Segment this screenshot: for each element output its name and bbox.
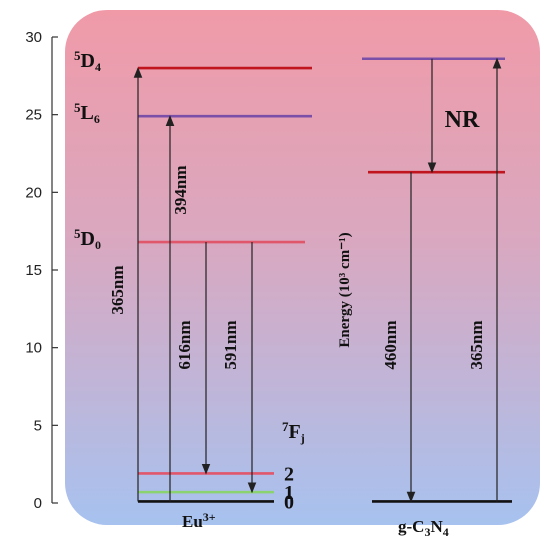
arrow-label-cn-460: 460nm xyxy=(381,320,400,369)
arrow-label-eu-365: 365nm xyxy=(108,265,127,314)
level-label-7f0: 0 xyxy=(284,491,294,513)
diagram-labels: 365nm 394nm 616nm 591nm NR 460nm 365nm 5D4 5L6 5D… xyxy=(74,48,486,539)
arrow-label-eu-394: 394nm xyxy=(171,165,190,214)
y-tick-label-20: 20 xyxy=(25,184,42,201)
arrow-label-cn-365: 365nm xyxy=(467,320,486,369)
cn-base-label: g-C3N4 xyxy=(398,517,449,539)
eu-base-label: Eu3+ xyxy=(182,510,216,531)
y-axis-ticks: 0 5 10 15 20 25 30 xyxy=(25,29,58,512)
arrow-label-nr: NR xyxy=(445,107,480,133)
level-label-7f2: 2 xyxy=(284,463,294,485)
y-tick-label-10: 10 xyxy=(25,340,42,357)
energy-axis-title: Energy (10³ cm⁻¹) xyxy=(337,232,353,347)
y-tick-label-25: 25 xyxy=(25,107,42,124)
arrow-label-eu-591: 591nm xyxy=(221,320,240,369)
y-tick-label-0: 0 xyxy=(34,495,42,512)
arrow-label-eu-616: 616nm xyxy=(175,320,194,369)
transition-arrows xyxy=(133,57,502,503)
fj-label: 7Fj xyxy=(282,419,305,445)
y-tick-label-5: 5 xyxy=(34,417,42,434)
background-panel xyxy=(65,10,540,525)
y-tick-label-15: 15 xyxy=(25,262,42,279)
level-label-5d0: 5D0 xyxy=(74,226,101,252)
level-label-5l6: 5L6 xyxy=(74,100,100,126)
y-tick-label-30: 30 xyxy=(25,29,42,46)
level-label-7f1: 1 xyxy=(284,482,294,504)
level-label-5d4: 5D4 xyxy=(74,48,101,74)
